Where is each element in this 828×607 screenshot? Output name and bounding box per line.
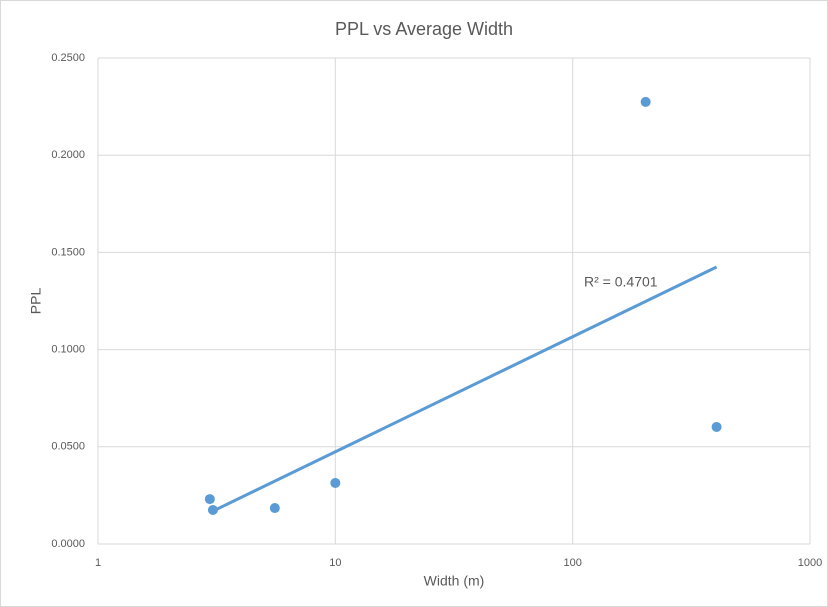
point (711, 421, 722, 432)
y-tick-label: 0.2500 (51, 52, 85, 64)
point (330, 477, 341, 488)
y-tick-label: 0.1000 (51, 344, 85, 356)
point (204, 494, 215, 505)
y-tick-label: 0.0500 (51, 441, 85, 453)
y-axis-label: PPL (28, 288, 44, 315)
trendline (210, 265, 718, 514)
x-axis-label: Width (m) (424, 573, 485, 589)
point (269, 503, 280, 514)
y-tick-label: 0.1500 (51, 246, 85, 258)
trendline-annotation: R² = 0.4701 (584, 274, 658, 290)
x-tick-label: 1 (95, 557, 101, 569)
x-tick-label: 10 (329, 557, 341, 569)
y-tick-label: 0.0000 (51, 538, 85, 550)
chart-title: PPL vs Average Width (335, 19, 513, 39)
point (640, 96, 651, 107)
y-tick-label: 0.2000 (51, 149, 85, 161)
x-tick-label: 1000 (798, 557, 822, 569)
x-tick-label: 100 (563, 557, 581, 569)
